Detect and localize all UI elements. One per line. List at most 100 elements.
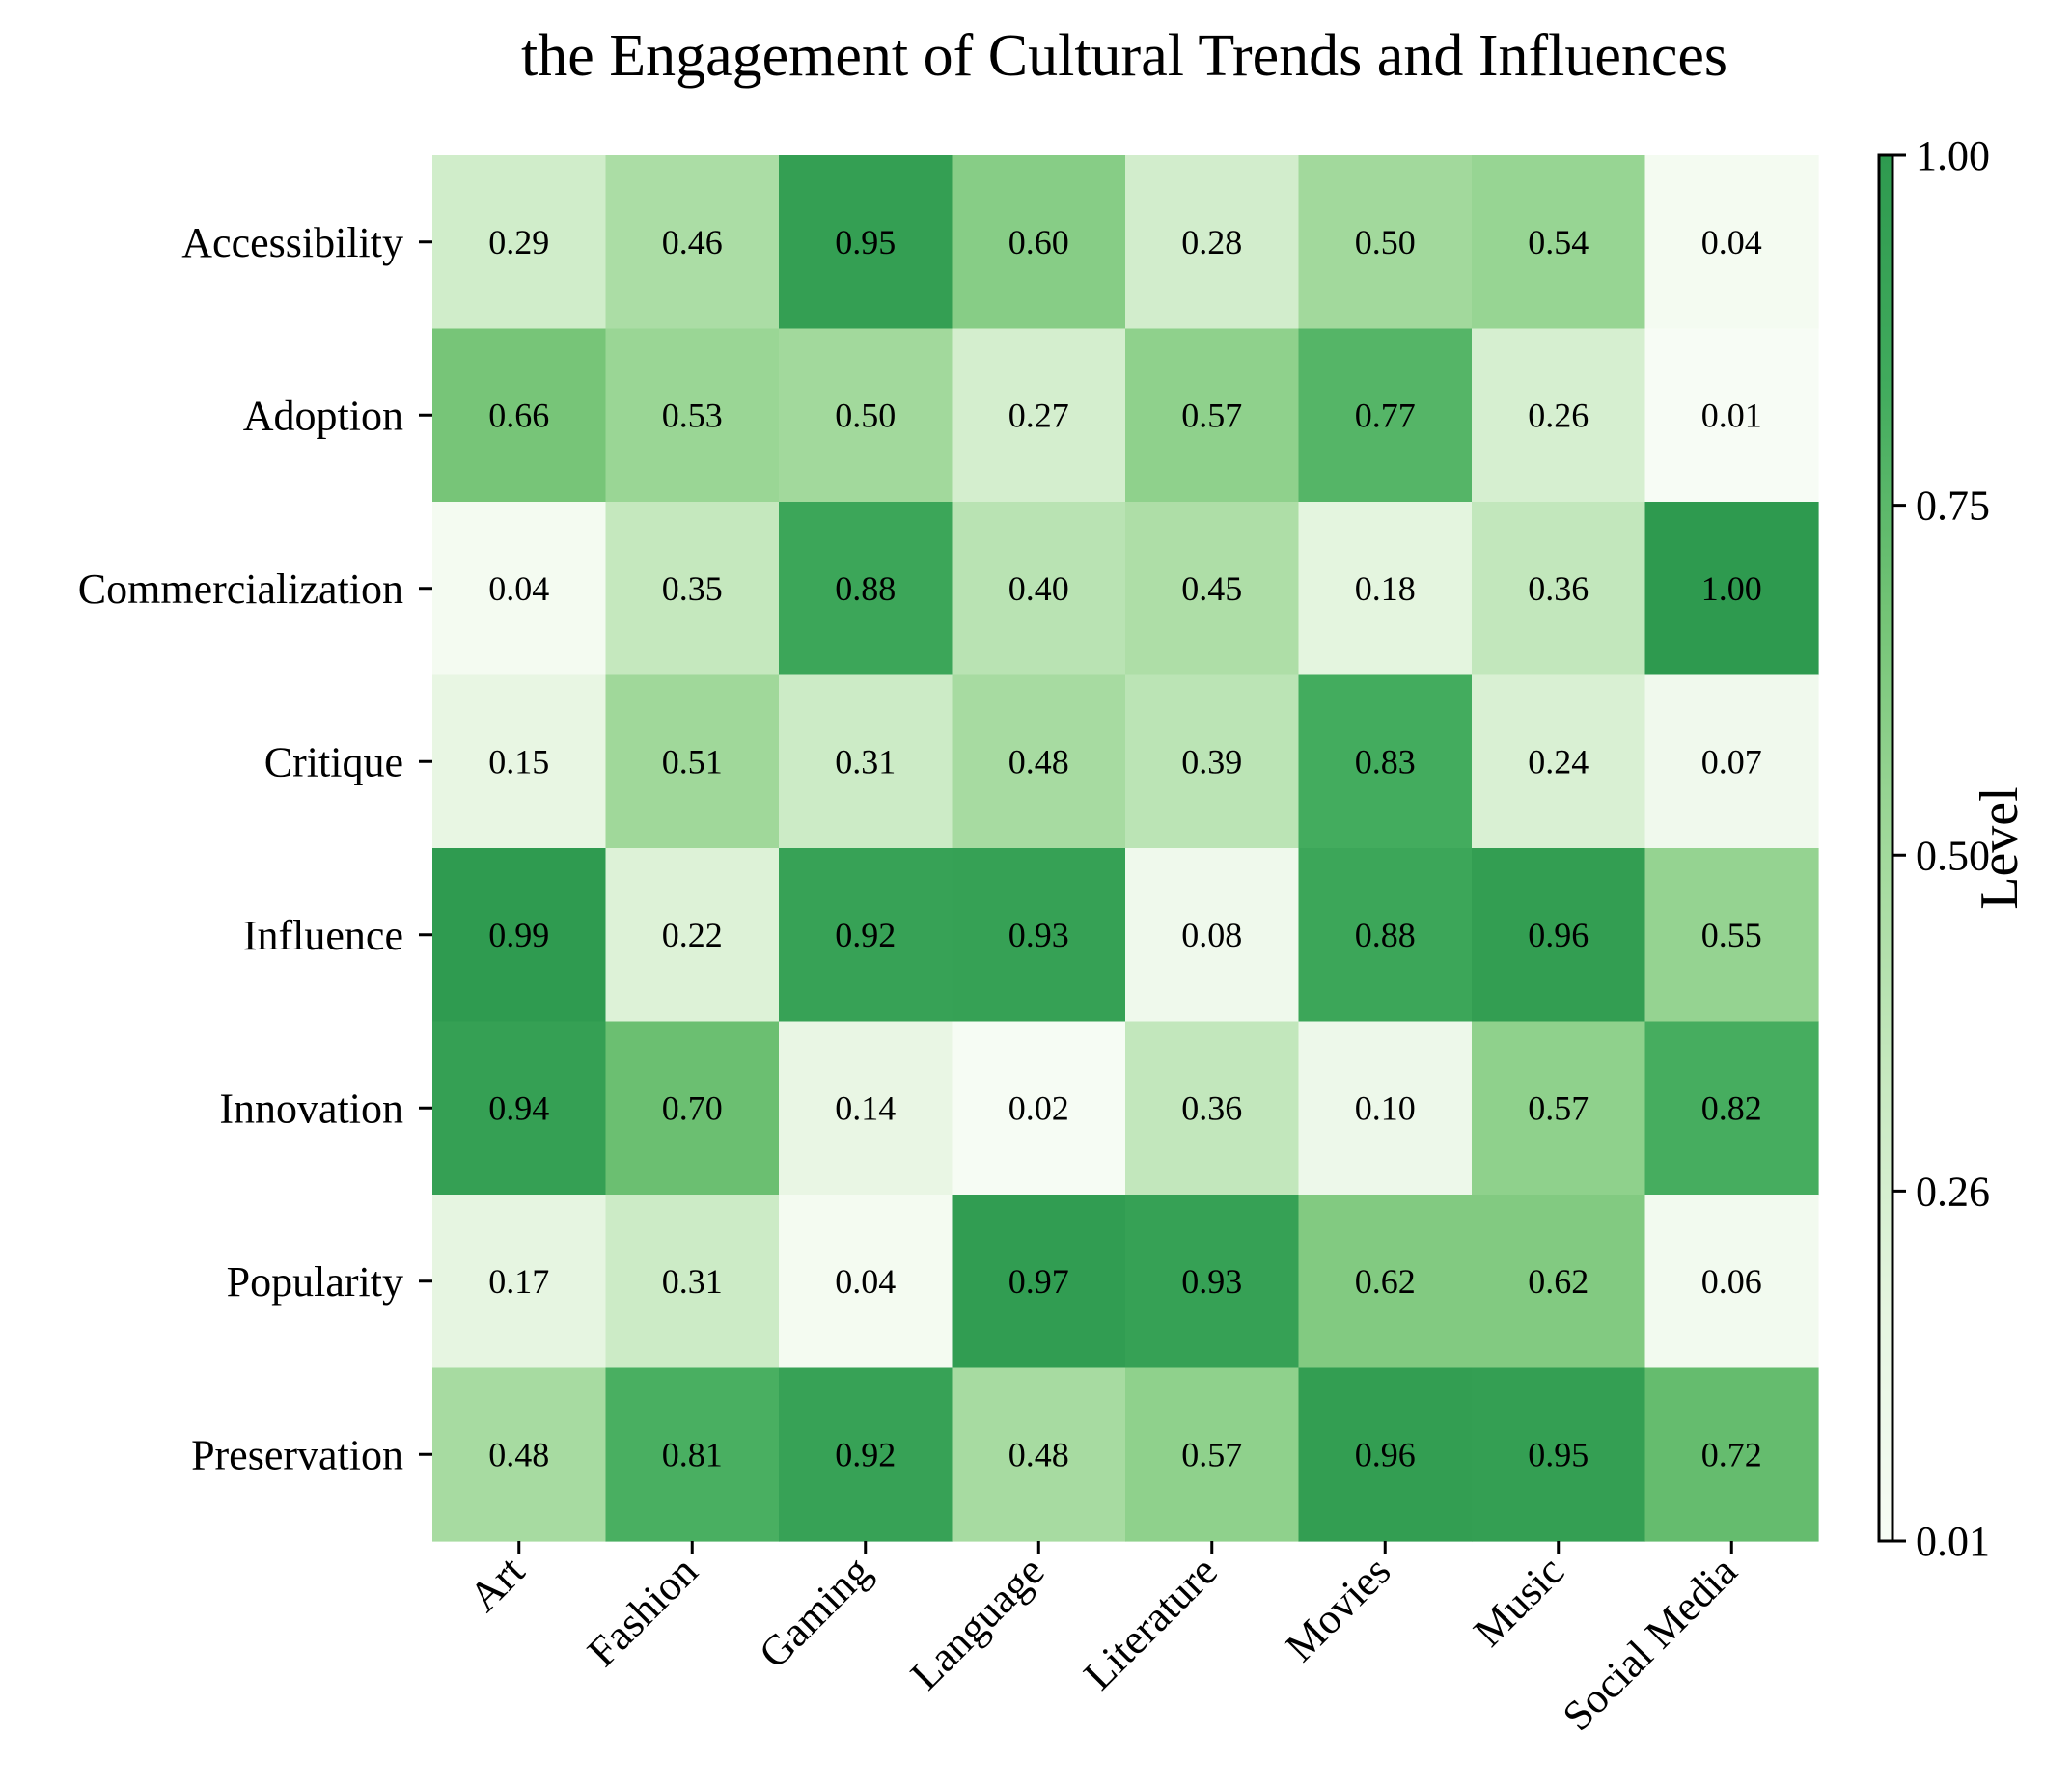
cell-value-label: 0.95 xyxy=(1528,1435,1589,1473)
cell-value-label: 1.00 xyxy=(1701,569,1762,608)
heatmap-cell xyxy=(1472,1367,1646,1542)
heatmap-cell xyxy=(1125,502,1300,676)
cell-value-label: 0.53 xyxy=(662,396,723,434)
cell-value-label: 0.60 xyxy=(1008,223,1069,261)
heatmap-cell xyxy=(1298,502,1473,676)
y-tick-label: Innovation xyxy=(219,1085,403,1132)
cell-value-label: 0.48 xyxy=(1008,1435,1069,1473)
cell-value-label: 0.88 xyxy=(835,569,896,608)
heatmap-cell xyxy=(1644,155,1819,330)
heatmap-cell xyxy=(1644,1367,1819,1542)
heatmap-cell xyxy=(605,848,780,1023)
cell-value-label: 0.29 xyxy=(488,223,549,261)
y-tick-label: Influence xyxy=(243,912,403,959)
colorbar-tick-label: 0.26 xyxy=(1916,1168,1990,1215)
colorbar-ticks: 1.00 0.75 0.50 0.26 0.01 xyxy=(1892,132,1990,1565)
cell-value-label: 0.45 xyxy=(1181,569,1242,608)
heatmap-cell xyxy=(1644,1021,1819,1196)
y-tick-label: Preservation xyxy=(191,1431,403,1478)
cell-value-label: 0.31 xyxy=(662,1262,723,1301)
heatmap-cell xyxy=(1125,328,1300,503)
cell-value-label: 0.10 xyxy=(1355,1088,1416,1127)
cell-value-label: 0.04 xyxy=(1701,223,1762,261)
cell-value-label: 0.39 xyxy=(1181,742,1242,781)
heatmap-cell xyxy=(952,848,1126,1023)
colorbar-tick-label: 1.00 xyxy=(1916,132,1990,179)
heatmap-cell xyxy=(432,1367,607,1542)
colorbar-gradient xyxy=(1879,155,1892,1541)
colorbar-label: Level xyxy=(1970,786,2030,909)
x-tick-label: Art xyxy=(460,1547,534,1620)
cell-value-label: 0.54 xyxy=(1528,223,1589,261)
x-tick-label: Gaming xyxy=(750,1547,880,1677)
heatmap-cell xyxy=(605,1195,780,1369)
heatmap-cell xyxy=(1298,1367,1473,1542)
heatmap-cell xyxy=(1125,1367,1300,1542)
cell-value-label: 0.50 xyxy=(1355,223,1416,261)
heatmap-cell xyxy=(605,155,780,330)
cell-value-label: 0.26 xyxy=(1528,396,1589,434)
y-axis: Accessibility Adoption Commercialization Cr… xyxy=(78,219,432,1478)
cell-value-label: 0.66 xyxy=(488,396,549,434)
cell-value-label: 0.04 xyxy=(835,1262,896,1301)
heatmap-cell xyxy=(1644,1195,1819,1369)
cell-value-label: 0.97 xyxy=(1008,1262,1069,1301)
cell-value-label: 0.04 xyxy=(488,569,549,608)
cell-value-label: 0.01 xyxy=(1701,396,1762,434)
heatmap-cell xyxy=(779,848,953,1023)
heatmap-cell xyxy=(779,155,953,330)
x-tick-label: Music xyxy=(1464,1547,1572,1655)
heatmap-cell xyxy=(1472,1195,1646,1369)
heatmap-cell xyxy=(1644,848,1819,1023)
cell-value-label: 0.48 xyxy=(488,1435,549,1473)
heatmap-cell xyxy=(605,328,780,503)
cell-value-label: 0.24 xyxy=(1528,742,1589,781)
heatmap-cell xyxy=(1644,674,1819,849)
y-tick-label: Critique xyxy=(264,738,403,785)
heatmap-cell xyxy=(1644,328,1819,503)
cell-value-label: 0.08 xyxy=(1181,916,1242,954)
cell-value-label: 0.57 xyxy=(1181,396,1242,434)
heatmap-cell xyxy=(779,502,953,676)
cell-value-label: 0.94 xyxy=(488,1088,549,1127)
heatmap-cell xyxy=(432,848,607,1023)
heatmap-cell xyxy=(1125,155,1300,330)
colorbar: 1.00 0.75 0.50 0.26 0.01 Level xyxy=(1877,132,2030,1565)
heatmap-cell xyxy=(1125,674,1300,849)
heatmap-cell xyxy=(605,1021,780,1196)
cell-value-label: 0.17 xyxy=(488,1262,549,1301)
cell-value-label: 0.96 xyxy=(1355,1435,1416,1473)
heatmap-cell xyxy=(1298,1195,1473,1369)
heatmap-cell xyxy=(952,1367,1126,1542)
cell-value-label: 0.27 xyxy=(1008,396,1069,434)
cell-value-label: 0.35 xyxy=(662,569,723,608)
y-tick-label: Commercialization xyxy=(78,565,403,613)
heatmap-cell xyxy=(1298,674,1473,849)
heatmap-cell xyxy=(1472,1021,1646,1196)
colorbar-tick-label: 0.75 xyxy=(1916,482,1990,530)
heatmap-cell xyxy=(952,328,1126,503)
heatmap-cell xyxy=(952,1195,1126,1369)
cell-value-label: 0.77 xyxy=(1355,396,1416,434)
chart-title: the Engagement of Cultural Trends and In… xyxy=(521,23,1727,89)
cell-value-label: 0.14 xyxy=(835,1088,896,1127)
heatmap-cell xyxy=(432,1195,607,1369)
heatmap-cell xyxy=(1472,155,1646,330)
cell-value-label: 0.06 xyxy=(1701,1262,1762,1301)
x-tick-label: Movies xyxy=(1276,1547,1399,1670)
heatmap-cell xyxy=(1644,502,1819,676)
cell-value-label: 0.62 xyxy=(1528,1262,1589,1301)
x-tick-label: Language xyxy=(901,1547,1053,1698)
cell-value-label: 0.51 xyxy=(662,742,723,781)
heatmap-cell xyxy=(605,1367,780,1542)
heatmap-cell xyxy=(1298,1021,1473,1196)
heatmap-cell xyxy=(605,502,780,676)
x-tick-label: Fashion xyxy=(578,1547,706,1675)
heatmap-cell xyxy=(1298,848,1473,1023)
cell-value-label: 0.50 xyxy=(835,396,896,434)
heatmap-cell xyxy=(1472,502,1646,676)
cell-value-label: 0.92 xyxy=(835,916,896,954)
heatmap-cell xyxy=(1472,328,1646,503)
cell-value-label: 0.88 xyxy=(1355,916,1416,954)
cell-value-label: 0.22 xyxy=(662,916,723,954)
